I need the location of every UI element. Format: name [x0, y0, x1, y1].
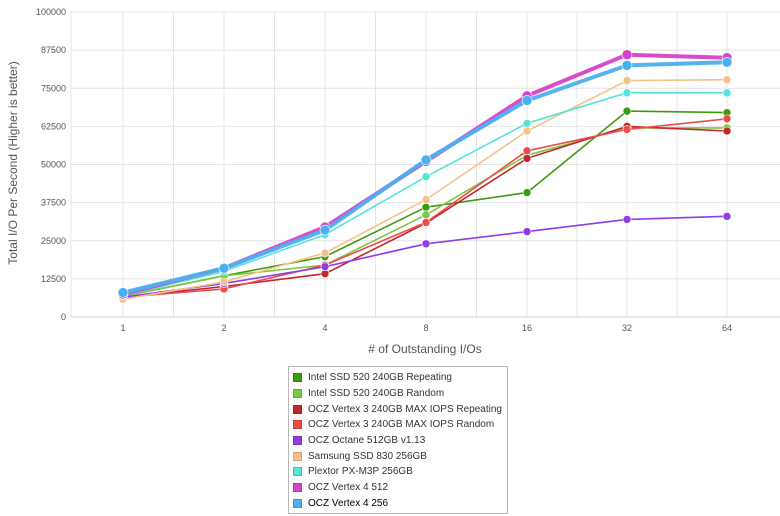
series-7 — [118, 88, 732, 300]
data-point[interactable] — [722, 126, 732, 136]
x-tick-label: 32 — [622, 323, 632, 333]
x-axis-label: # of Outstanding I/Os — [368, 342, 481, 356]
data-point[interactable] — [420, 154, 432, 166]
data-point[interactable] — [622, 106, 632, 116]
x-axis-ticks: 1 2 4 8 16 32 64 — [120, 323, 732, 333]
legend-label: OCZ Vertex 4 256 — [308, 497, 389, 509]
data-point[interactable] — [722, 75, 732, 85]
legend-swatch — [293, 436, 302, 446]
legend-swatch — [293, 498, 302, 508]
data-point[interactable] — [421, 195, 431, 204]
data-point[interactable] — [722, 88, 732, 98]
data-point[interactable] — [722, 212, 732, 221]
legend-label: OCZ Vertex 4 512 — [308, 482, 389, 494]
x-tick-label: 64 — [722, 323, 732, 333]
legend-item[interactable]: Samsung SSD 830 256GB — [293, 448, 507, 464]
y-tick-label: 100000 — [36, 7, 66, 17]
x-tick-label: 2 — [221, 323, 226, 333]
legend-swatch — [293, 467, 302, 477]
data-point[interactable] — [421, 172, 431, 181]
legend-item[interactable]: OCZ Octane 512GB v1.13 — [293, 433, 507, 449]
x-tick-label: 16 — [522, 323, 532, 333]
data-point[interactable] — [320, 248, 330, 258]
legend-item[interactable]: OCZ Vertex 4 512 — [293, 480, 507, 496]
legend-item[interactable]: Plextor PX-M3P 256GB — [293, 464, 507, 480]
legend-label: OCZ Vertex 3 240GB MAX IOPS Repeating — [308, 403, 502, 415]
legend-label: OCZ Octane 512GB v1.13 — [308, 435, 426, 447]
data-point[interactable] — [421, 202, 431, 212]
legend-swatch — [293, 451, 302, 461]
data-point[interactable] — [421, 239, 431, 249]
legend-label: Intel SSD 520 240GB Repeating — [308, 372, 452, 384]
y-axis-label: Total I/O Per Second (Higher is better) — [6, 61, 20, 264]
data-point[interactable] — [218, 262, 230, 274]
x-tick-label: 8 — [423, 323, 428, 333]
legend-swatch — [293, 373, 302, 383]
data-point[interactable] — [421, 218, 431, 227]
data-point[interactable] — [522, 154, 532, 163]
legend-label: OCZ Vertex 3 240GB MAX IOPS Random — [308, 419, 495, 431]
y-tick-label: 0 — [61, 312, 66, 322]
legend-label: Intel SSD 520 240GB Random — [308, 388, 445, 400]
legend-swatch — [293, 483, 302, 493]
legend-label: Plextor PX-M3P 256GB — [308, 466, 413, 478]
data-point[interactable] — [421, 210, 431, 220]
y-tick-label: 37500 — [41, 198, 66, 208]
data-point[interactable] — [622, 125, 632, 134]
chart-legend: Intel SSD 520 240GB Repeating Intel SSD 5… — [288, 366, 508, 514]
data-point[interactable] — [522, 188, 532, 197]
data-point[interactable] — [722, 114, 732, 124]
legend-swatch — [293, 420, 302, 430]
series-9 — [117, 57, 733, 298]
line-chart: 0 12500 25000 37500 50000 62500 75000 87500 1000… — [6, 7, 780, 356]
data-point[interactable] — [522, 227, 532, 236]
data-point[interactable] — [522, 119, 532, 128]
data-point[interactable] — [621, 49, 633, 61]
x-tick-label: 4 — [322, 323, 327, 333]
data-point[interactable] — [622, 76, 632, 85]
data-point[interactable] — [622, 88, 632, 98]
y-tick-label: 62500 — [41, 121, 66, 131]
data-point[interactable] — [622, 215, 632, 224]
data-point[interactable] — [319, 224, 331, 236]
data-point[interactable] — [522, 146, 532, 156]
y-tick-label: 12500 — [41, 274, 66, 284]
data-point[interactable] — [621, 60, 633, 71]
series-line — [122, 92, 727, 297]
data-point[interactable] — [721, 57, 733, 68]
legend-item[interactable]: OCZ Vertex 3 240GB MAX IOPS Repeating — [293, 401, 507, 417]
legend-swatch — [293, 404, 302, 414]
data-point[interactable] — [117, 287, 129, 298]
series-6 — [118, 75, 732, 304]
series-lines — [117, 49, 733, 304]
data-point[interactable] — [522, 126, 532, 136]
y-tick-label: 87500 — [41, 45, 66, 55]
legend-item[interactable]: Intel SSD 520 240GB Random — [293, 386, 507, 402]
x-tick-label: 1 — [120, 323, 125, 333]
series-line — [122, 215, 728, 298]
legend-item[interactable]: Intel SSD 520 240GB Repeating — [293, 370, 507, 386]
y-axis-ticks: 0 12500 25000 37500 50000 62500 75000 87500 1000… — [36, 7, 66, 322]
legend-item[interactable]: OCZ Vertex 3 240GB MAX IOPS Random — [293, 417, 507, 433]
series-line — [122, 78, 728, 301]
y-tick-label: 25000 — [41, 236, 66, 246]
legend-item[interactable]: OCZ Vertex 4 256 — [293, 496, 507, 512]
data-point[interactable] — [219, 277, 229, 287]
y-tick-label: 50000 — [41, 160, 66, 170]
legend-swatch — [293, 389, 302, 399]
data-point[interactable] — [521, 95, 533, 106]
y-tick-label: 75000 — [41, 83, 66, 93]
legend-label: Samsung SSD 830 256GB — [308, 450, 427, 462]
data-point[interactable] — [320, 262, 330, 271]
